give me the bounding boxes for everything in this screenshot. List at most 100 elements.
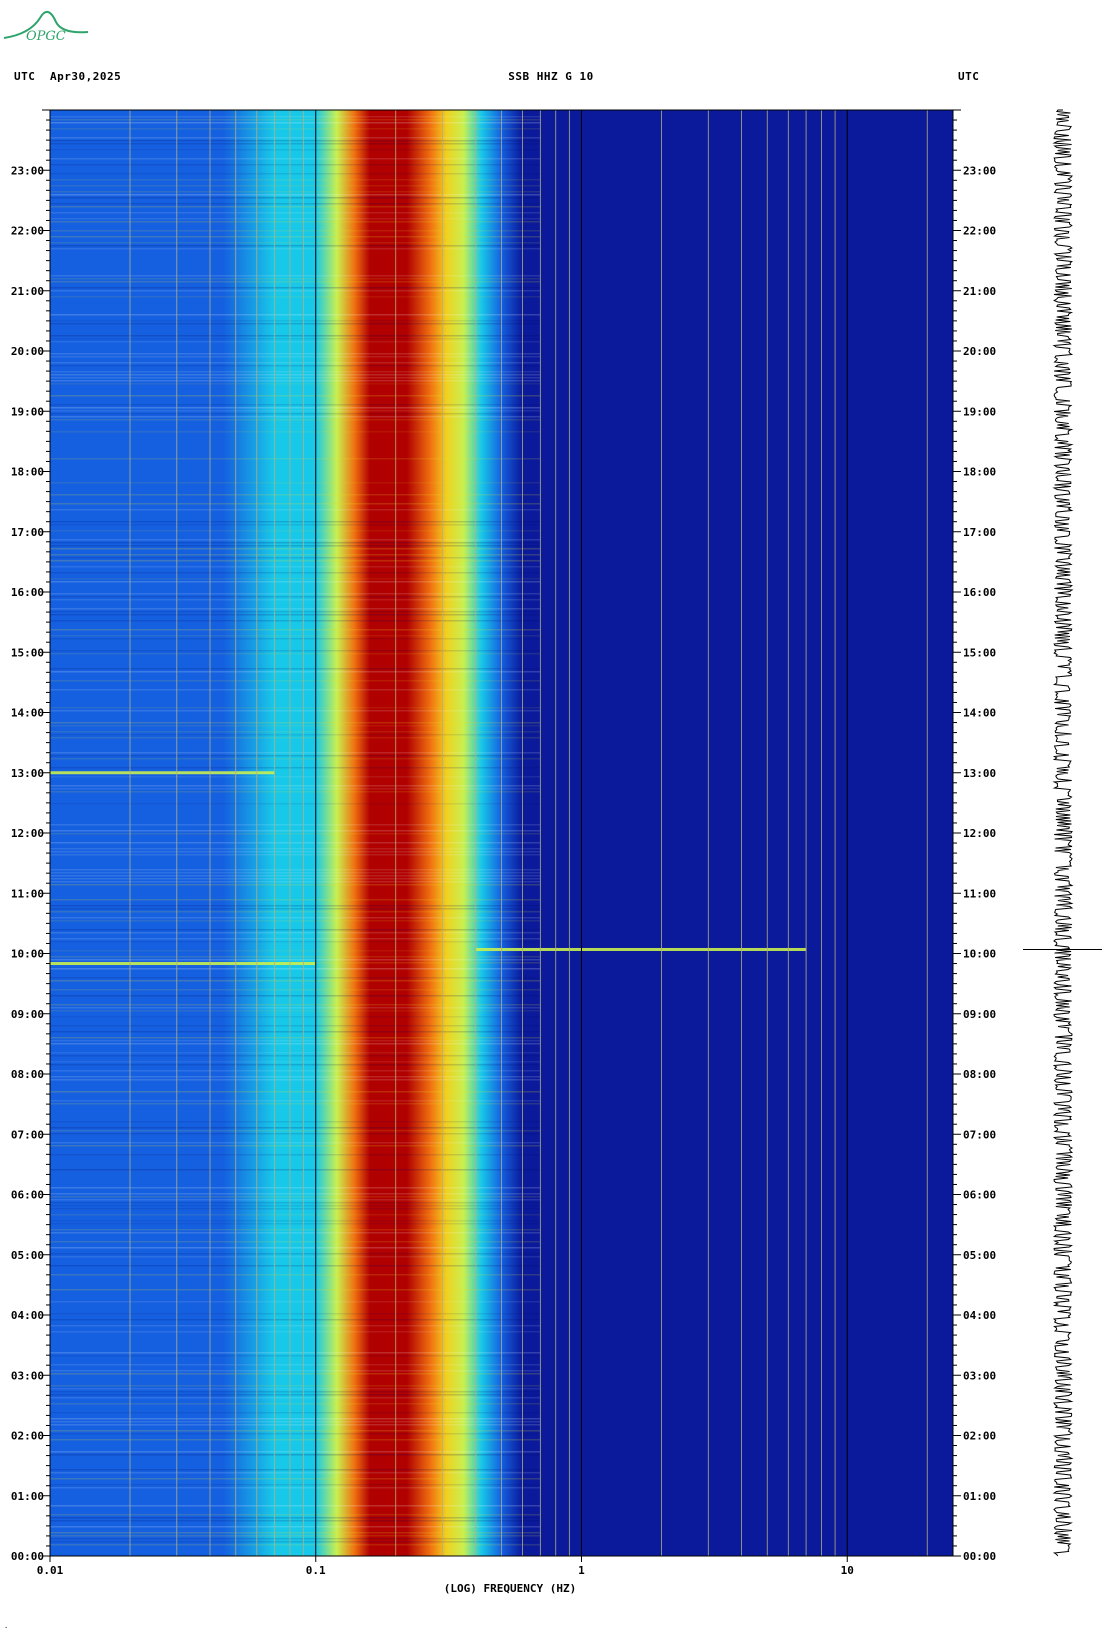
spectrogram-streak [50,1007,541,1009]
spectrogram-streak [50,377,541,379]
spectrogram-streak [50,1505,541,1507]
y-tick-label-right: 12:00 [963,827,996,840]
spectrogram-streak [50,431,541,433]
spectrogram-streak [50,638,541,640]
spectrogram-streak [50,932,541,934]
spectrogram-streak [50,1031,541,1033]
y-tick-label-left: 06:00 [11,1189,44,1202]
y-tick-label-right: 06:00 [963,1189,996,1202]
spectrogram-streak [50,1223,541,1225]
station-title: SSB HHZ G 10 [508,70,594,83]
spectrogram-streak [50,848,541,850]
spectrogram-streak [50,137,541,139]
spectrogram-streak [50,374,541,376]
y-tick-label-left: 09:00 [11,1008,44,1021]
y-tick-label-right: 11:00 [963,887,996,900]
spectrogram-streak [50,1433,541,1435]
spectrogram-streak [50,578,541,580]
spectrogram-streak [50,383,541,385]
spectrogram-streak [50,323,541,325]
spectrogram-streak [50,707,541,709]
spectrogram-streak [50,149,541,151]
spectrogram-streak [50,854,541,856]
spectrogram-streak [50,668,541,670]
spectrogram-streak [50,287,541,289]
spectrogram-streak [50,1232,541,1234]
spectrogram-streak [50,1289,541,1291]
spectrogram-streak [50,1205,541,1207]
spectrogram-streak [50,1532,541,1534]
spectrogram-streak [50,767,541,769]
y-tick-label-right: 15:00 [963,646,996,659]
x-tick-label: 10 [841,1564,854,1577]
spectrogram-streak [50,356,541,358]
spectrogram-streak [50,1538,541,1540]
spectrogram-streak [50,1430,541,1432]
y-tick-label-right: 10:00 [963,948,996,961]
spectrogram-streak [50,521,541,523]
spectrogram-streak [50,881,541,883]
spectrogram-streak [50,1535,541,1537]
spectrogram-streak [50,941,541,943]
y-tick-label-left: 04:00 [11,1309,44,1322]
spectrogram-streak [50,599,541,601]
y-tick-label-left: 20:00 [11,345,44,358]
x-tick-label: 0.01 [37,1564,64,1577]
spectrogram-streak [50,1061,541,1063]
x-axis: 0.01 0.1 1 10 [37,1556,854,1577]
spectrogram-streak [50,1487,541,1489]
spectrogram-streak [50,557,541,559]
spectrogram-streak [50,593,541,595]
spectrogram-streak [50,959,541,961]
spectrogram-streak [50,128,541,130]
y-tick-label-left: 17:00 [11,526,44,539]
spectrogram-streak [50,1127,541,1129]
spectrogram-streak [50,1424,541,1426]
y-tick-label-right: 05:00 [963,1249,996,1262]
y-tick-label-left: 23:00 [11,164,44,177]
spectrogram-streak [50,755,541,757]
y-tick-label-left: 14:00 [11,707,44,720]
spectrogram-streak [50,1121,541,1123]
spectrogram-streak [50,1040,541,1042]
spectrogram-streak [50,989,541,991]
y-tick-label-right: 17:00 [963,526,996,539]
utc-label-right: UTC [958,70,980,83]
y-tick-label-right: 02:00 [963,1430,996,1443]
y-tick-label-right: 22:00 [963,225,996,238]
spectrogram-streak [50,572,541,574]
spectrogram-event [50,962,316,966]
spectrogram-streak [50,1025,541,1027]
spectrogram-streak [50,653,541,655]
spectrogram-streak [50,980,541,982]
y-tick-label-right: 03:00 [963,1369,996,1382]
logo-text: OPGC [26,29,66,44]
spectrogram-streak [50,539,541,541]
y-tick-label-right: 20:00 [963,345,996,358]
seismic-trace [1023,109,1102,1557]
y-tick-label-left: 01:00 [11,1490,44,1503]
spectrogram-streak [50,1130,541,1132]
spectrogram-streak [50,995,541,997]
spectrogram-streak [50,1214,541,1216]
spectrogram-streak [50,1202,541,1204]
spectrogram-streak [50,878,541,880]
spectrogram-streak [50,482,541,484]
spectrogram-streak [50,1385,541,1387]
spectrogram-streak [50,734,541,736]
spectrogram-streak [50,410,541,412]
spectrogram-streak [50,899,541,901]
spectrogram-streak [50,173,541,175]
y-tick-label-left: 21:00 [11,285,44,298]
spectrogram-streak [50,191,541,193]
spectrogram-streak [50,212,541,214]
spectrogram-streak [50,509,541,511]
spectrogram-streak [50,938,541,940]
spectrogram-streak [50,581,541,583]
spectrogram-streak [50,650,541,652]
spectrogram-streak [50,875,541,877]
y-tick-label-left: 03:00 [11,1369,44,1382]
spectrogram-streak [50,689,541,691]
y-tick-label-left: 08:00 [11,1068,44,1081]
spectrogram-streak [50,404,541,406]
